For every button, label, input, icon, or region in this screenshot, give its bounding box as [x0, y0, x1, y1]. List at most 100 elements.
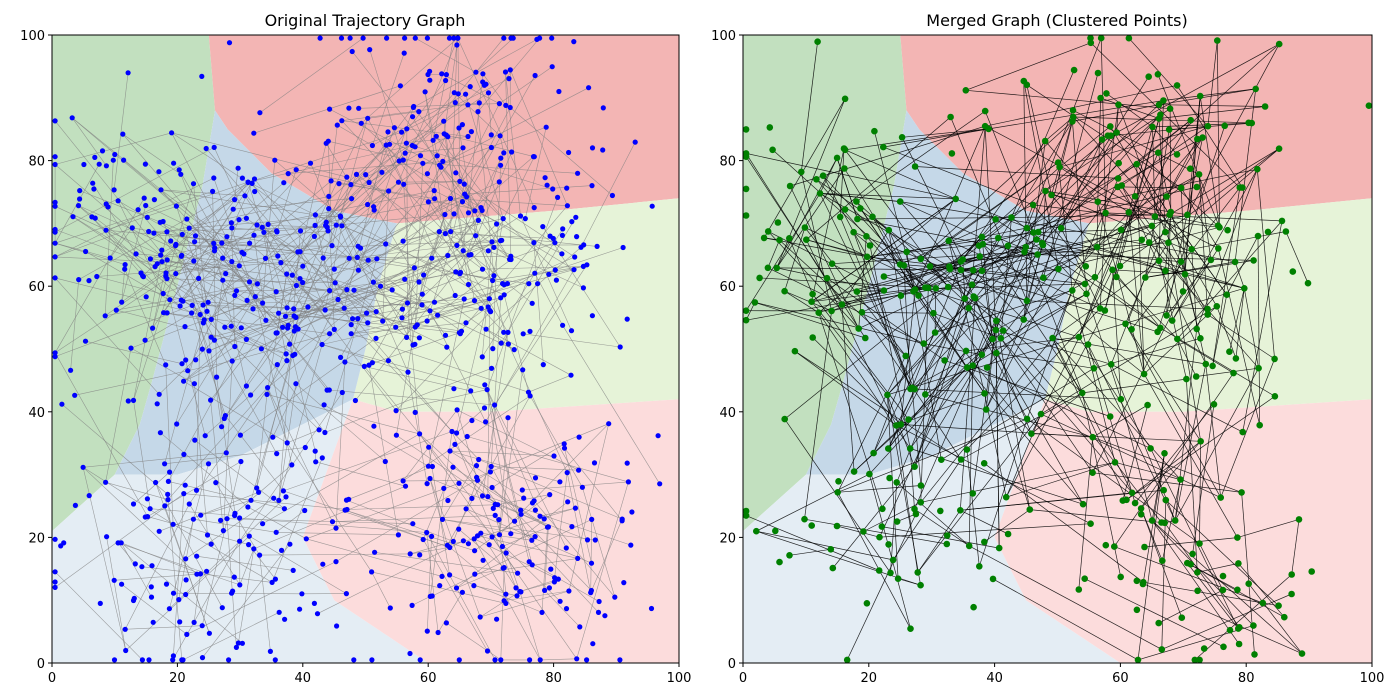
- data-point: [537, 35, 543, 41]
- data-point: [798, 168, 805, 176]
- data-point: [414, 322, 420, 328]
- data-point: [243, 215, 249, 221]
- graph-edge: [819, 193, 915, 390]
- data-point: [59, 401, 65, 407]
- graph-edge: [183, 380, 288, 444]
- data-point: [487, 469, 493, 475]
- graph-edge: [959, 298, 976, 511]
- graph-edge: [509, 242, 556, 260]
- data-point: [226, 40, 233, 46]
- data-point: [1004, 530, 1012, 538]
- data-point: [948, 150, 956, 157]
- graph-edge: [142, 275, 181, 307]
- graph-edge: [231, 183, 253, 229]
- data-point: [1226, 626, 1234, 634]
- data-point: [549, 35, 555, 41]
- graph-edge: [285, 233, 446, 317]
- graph-edge: [335, 471, 491, 562]
- graph-edge: [196, 314, 201, 491]
- data-point: [1236, 624, 1243, 631]
- data-point: [1188, 245, 1195, 253]
- data-point: [1298, 650, 1306, 657]
- data-point: [1252, 85, 1259, 93]
- graph-edge: [914, 307, 970, 467]
- y-tick-label: 60: [28, 280, 45, 295]
- data-point: [338, 35, 345, 41]
- data-point: [1288, 571, 1295, 578]
- data-point: [154, 261, 160, 267]
- graph-edge: [1072, 109, 1200, 175]
- graph-edge: [442, 519, 596, 541]
- data-point: [511, 347, 517, 353]
- graph-edge: [55, 242, 111, 259]
- graph-edge: [869, 367, 968, 475]
- data-point: [176, 167, 182, 173]
- data-point: [455, 91, 461, 97]
- graph-edge: [1158, 106, 1266, 119]
- data-point: [364, 310, 370, 316]
- data-point: [1070, 66, 1078, 74]
- data-point: [815, 309, 822, 317]
- graph-edge: [1026, 37, 1102, 229]
- data-point: [468, 129, 474, 135]
- data-point: [1037, 410, 1045, 418]
- data-point: [419, 291, 425, 297]
- data-point: [199, 623, 205, 629]
- graph-edge: [1117, 186, 1182, 189]
- graph-edge: [150, 508, 235, 516]
- data-point: [1162, 228, 1169, 236]
- data-point: [496, 101, 502, 107]
- data-point: [1002, 493, 1010, 501]
- data-point: [1128, 326, 1135, 333]
- graph-edge: [505, 71, 521, 217]
- data-point: [439, 573, 445, 580]
- data-point: [235, 165, 241, 171]
- graph-edge: [853, 231, 871, 246]
- data-point: [519, 487, 525, 493]
- data-point: [457, 271, 463, 277]
- graph-edge: [182, 162, 311, 302]
- graph-edge: [374, 552, 518, 574]
- graph-edge: [819, 157, 838, 194]
- data-point: [786, 182, 794, 190]
- graph-edge: [402, 161, 444, 242]
- data-point: [452, 441, 458, 447]
- graph-edge: [404, 279, 446, 336]
- data-point: [369, 142, 375, 149]
- data-point: [380, 318, 386, 324]
- data-point: [893, 518, 901, 525]
- graph-edge: [358, 103, 500, 109]
- graph-edge: [502, 526, 549, 547]
- graph-edge: [335, 361, 346, 529]
- data-point: [52, 199, 58, 205]
- graph-edge: [1177, 338, 1234, 374]
- data-point: [68, 367, 74, 373]
- graph-edge: [485, 247, 582, 330]
- data-point: [993, 317, 1000, 325]
- data-point: [1145, 239, 1153, 246]
- data-point: [323, 222, 329, 228]
- data-point: [957, 266, 965, 274]
- data-point: [1115, 101, 1122, 108]
- data-point: [178, 253, 184, 259]
- data-point: [1107, 123, 1114, 130]
- data-point: [884, 391, 891, 399]
- graph-edge: [1212, 187, 1241, 366]
- data-point: [203, 145, 209, 152]
- data-point: [978, 351, 986, 359]
- data-point: [786, 552, 793, 559]
- data-point: [898, 134, 906, 141]
- data-point: [566, 588, 572, 594]
- data-point: [482, 382, 488, 388]
- data-point: [154, 401, 160, 407]
- data-point: [143, 202, 149, 209]
- graph-edge: [54, 227, 133, 258]
- graph-edge: [478, 459, 623, 520]
- data-point: [342, 359, 348, 365]
- graph-edge: [246, 230, 277, 301]
- graph-edge: [566, 472, 591, 593]
- data-point: [808, 298, 815, 306]
- graph-edge: [745, 302, 756, 321]
- data-point: [494, 616, 500, 622]
- data-point: [941, 357, 948, 364]
